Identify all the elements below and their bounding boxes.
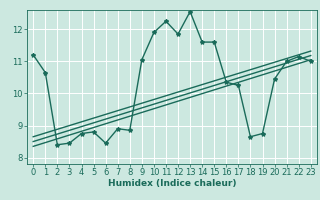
X-axis label: Humidex (Indice chaleur): Humidex (Indice chaleur) [108,179,236,188]
